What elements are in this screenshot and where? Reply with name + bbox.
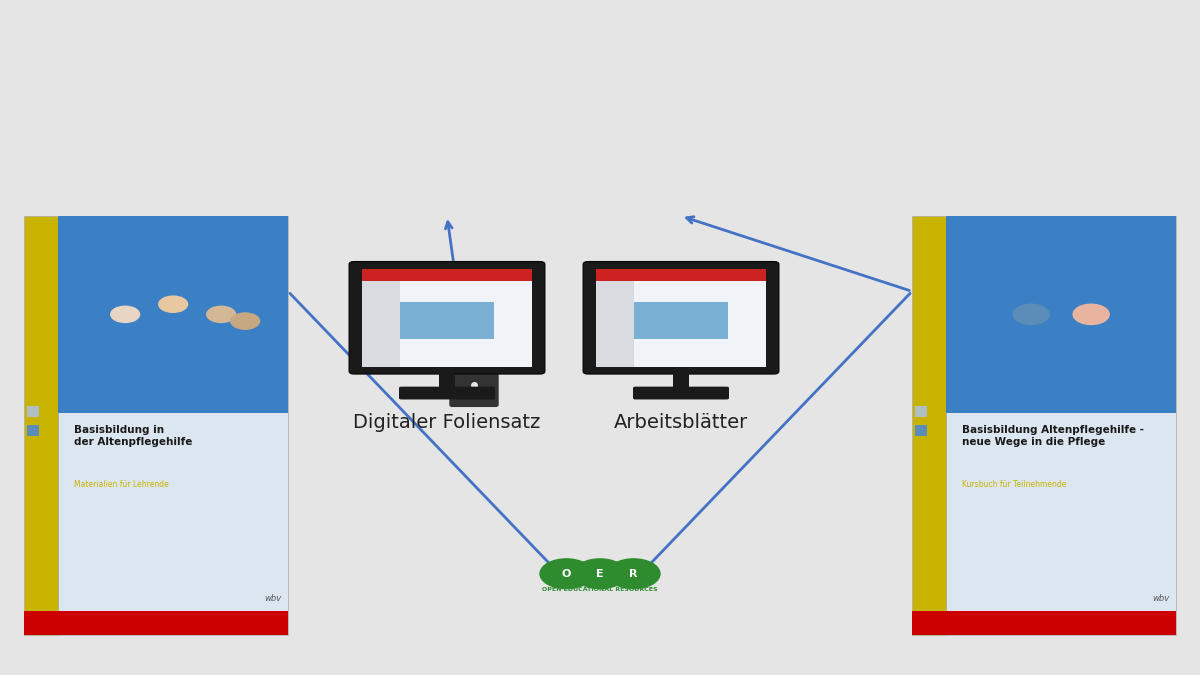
Text: Arbeitsblätter: Arbeitsblätter [614,413,748,432]
FancyBboxPatch shape [28,406,40,417]
FancyBboxPatch shape [24,216,59,634]
Text: R: R [629,569,638,578]
FancyBboxPatch shape [634,387,728,400]
FancyBboxPatch shape [912,612,1176,634]
Circle shape [540,559,593,589]
FancyBboxPatch shape [24,612,288,634]
FancyBboxPatch shape [596,281,634,367]
Circle shape [1073,304,1109,325]
Text: OPEN EDUCATIONAL RESOURCES: OPEN EDUCATIONAL RESOURCES [542,587,658,592]
FancyBboxPatch shape [623,302,727,339]
FancyBboxPatch shape [59,216,288,634]
Circle shape [158,296,187,313]
FancyBboxPatch shape [916,406,928,417]
Text: Digitaler Foliensatz: Digitaler Foliensatz [353,413,541,432]
Circle shape [574,559,626,589]
Text: Kursbuch für Teilnehmende: Kursbuch für Teilnehmende [962,480,1067,489]
FancyBboxPatch shape [59,216,288,412]
FancyBboxPatch shape [349,262,545,374]
FancyBboxPatch shape [439,371,456,392]
Text: wbv: wbv [1153,594,1170,603]
FancyBboxPatch shape [362,281,400,367]
FancyBboxPatch shape [673,371,689,392]
FancyBboxPatch shape [596,269,766,281]
Text: Basisbildung in
der Altenpflegehilfe: Basisbildung in der Altenpflegehilfe [74,425,193,447]
Circle shape [230,313,259,329]
FancyBboxPatch shape [362,269,532,281]
FancyBboxPatch shape [28,425,40,436]
FancyBboxPatch shape [947,216,1176,412]
FancyBboxPatch shape [947,216,1176,634]
FancyBboxPatch shape [583,262,779,374]
FancyBboxPatch shape [450,373,498,406]
Circle shape [206,306,235,323]
Circle shape [110,306,139,323]
Text: E: E [596,569,604,578]
FancyBboxPatch shape [912,216,947,634]
Text: O: O [562,569,571,578]
Circle shape [1013,304,1049,325]
Text: Basisbildung Altenpflegehilfe -
neue Wege in die Pflege: Basisbildung Altenpflegehilfe - neue Weg… [962,425,1145,447]
FancyBboxPatch shape [398,387,496,400]
Text: Materialien für Lehrende: Materialien für Lehrende [74,480,169,489]
FancyBboxPatch shape [362,269,532,367]
Text: wbv: wbv [265,594,282,603]
Circle shape [607,559,660,589]
FancyBboxPatch shape [916,425,928,436]
FancyBboxPatch shape [596,269,766,367]
FancyBboxPatch shape [389,302,493,339]
